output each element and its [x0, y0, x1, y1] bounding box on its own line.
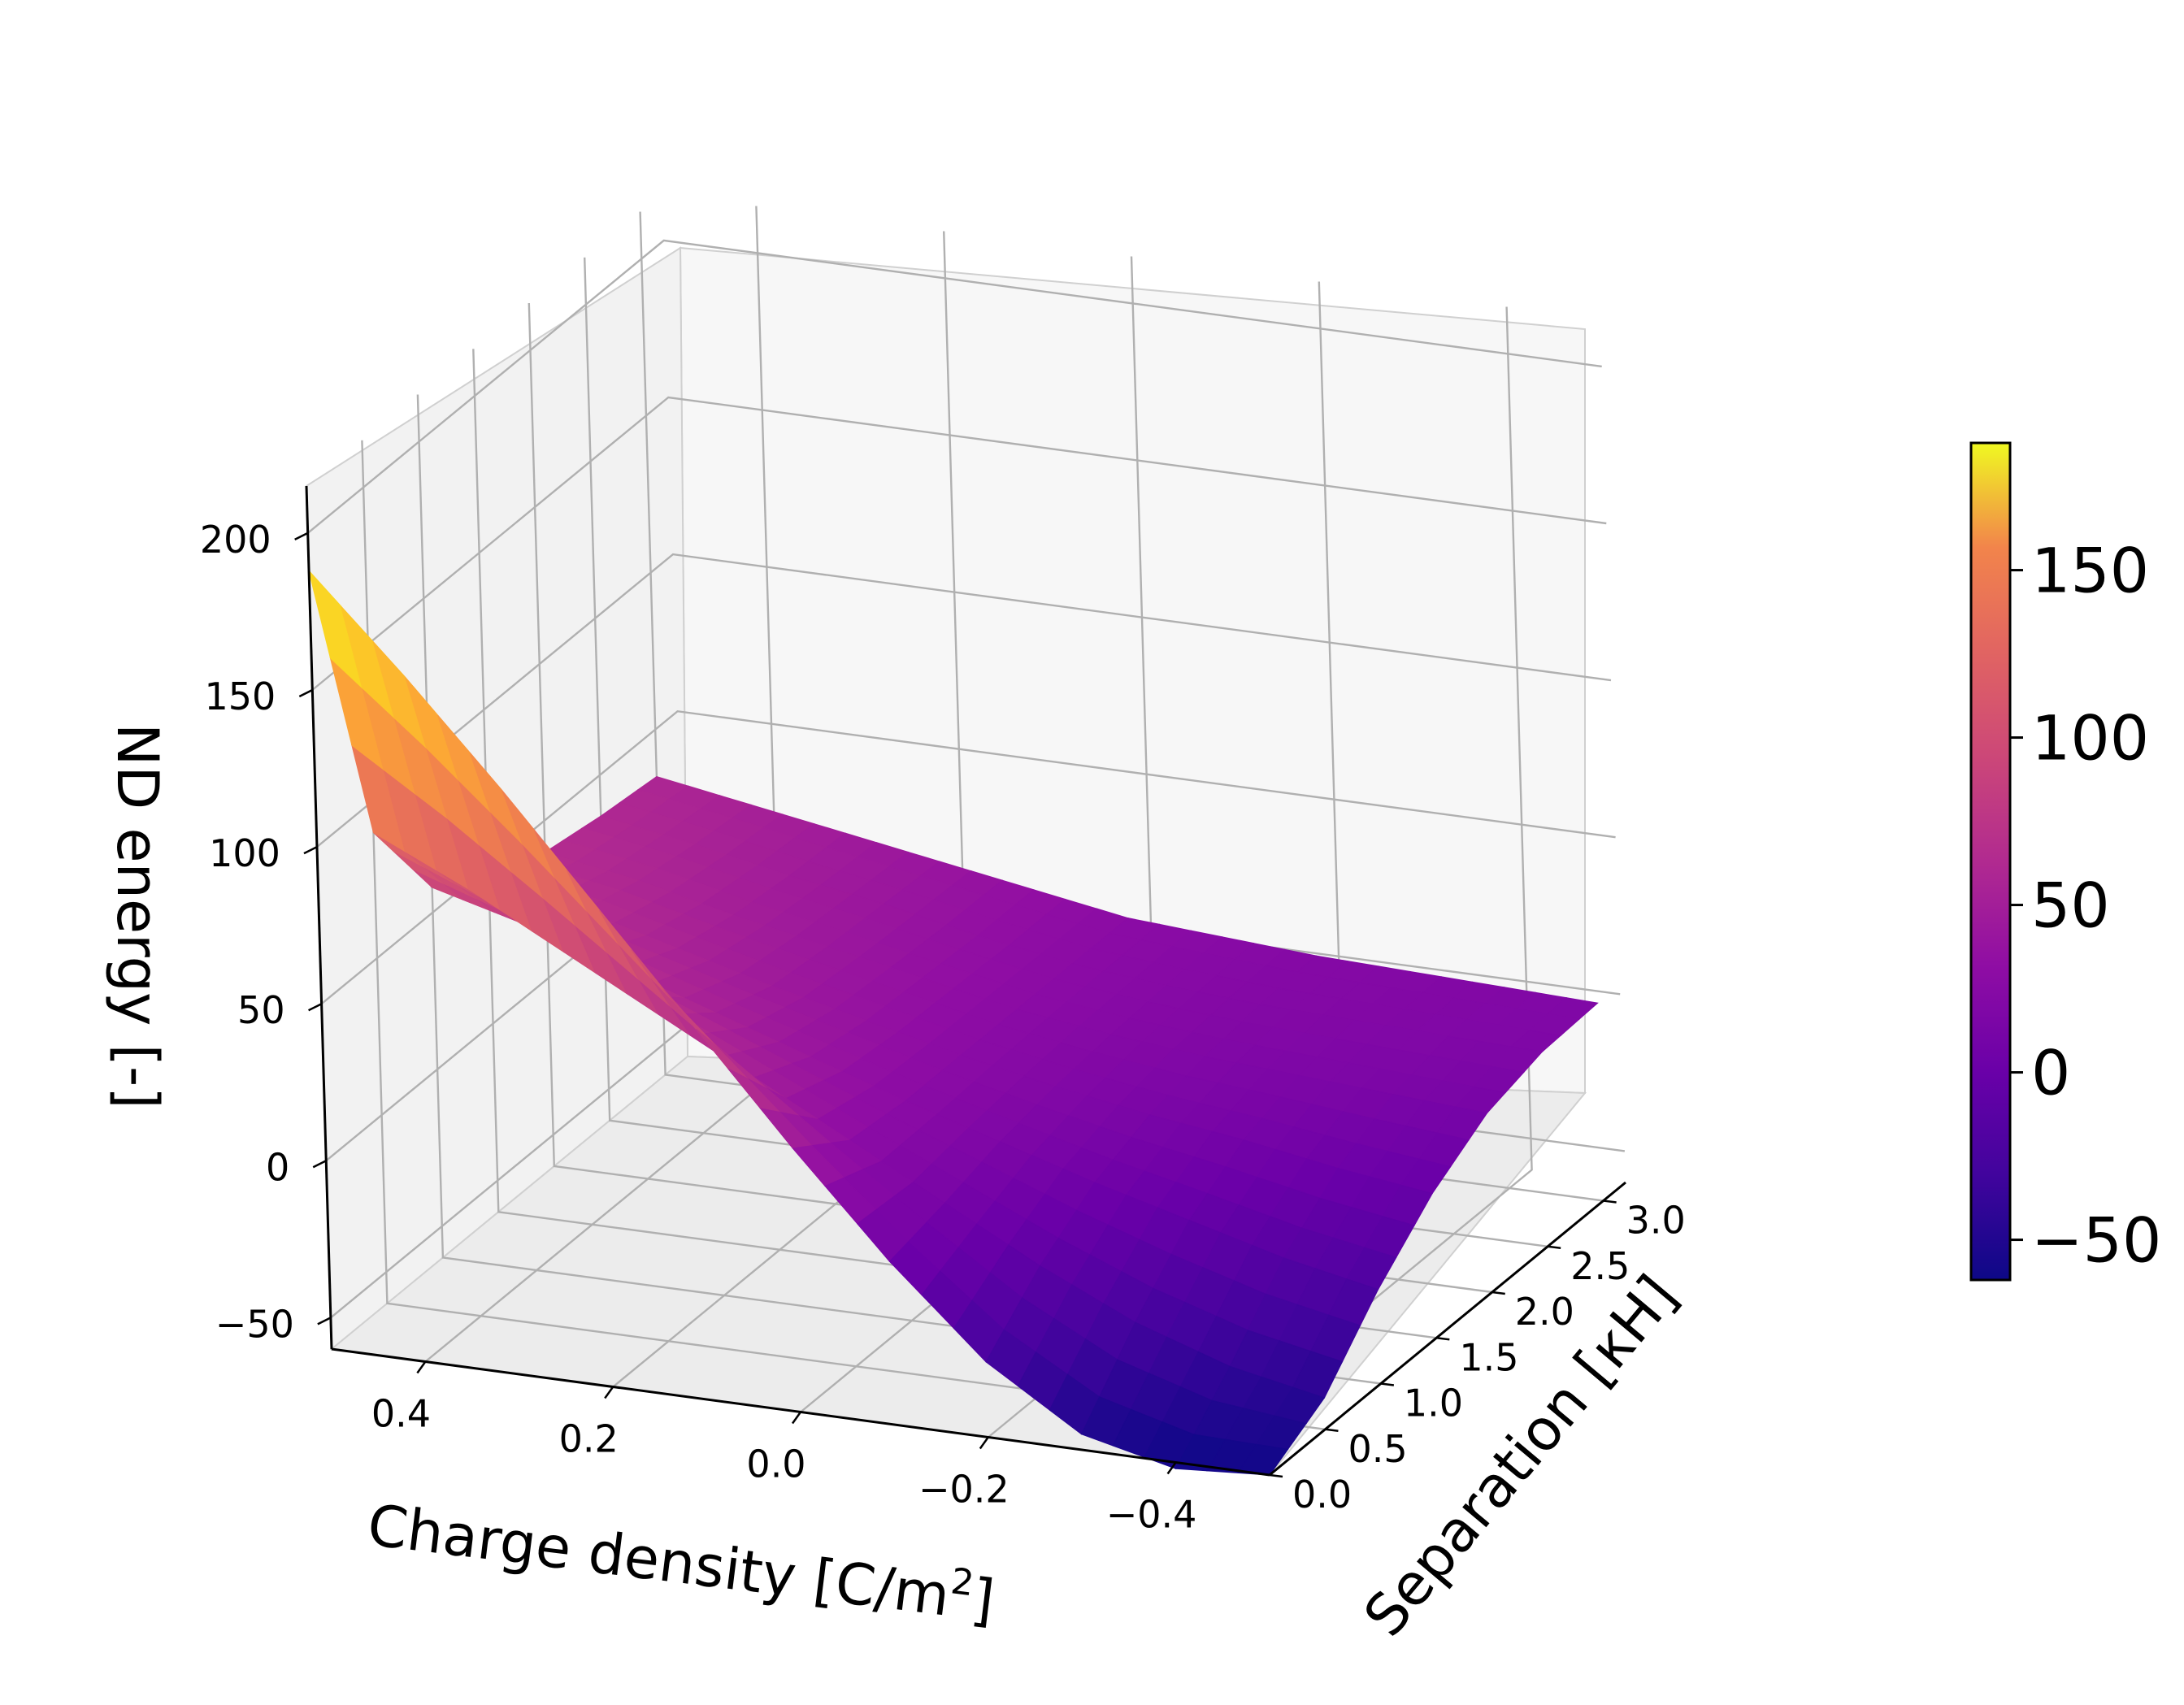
gridline-z	[306, 239, 1602, 534]
x-axis-label: Charge density [C/m2]	[364, 1490, 998, 1635]
x-tick-mark	[1166, 1461, 1177, 1475]
x-tick-mark	[979, 1436, 989, 1450]
colorbar-tick-label: 100	[2031, 702, 2149, 774]
z-axis-label: ND energy [-]	[104, 723, 171, 1109]
y-tick-mark	[1436, 1337, 1450, 1341]
y-tick-label: 2.0	[1515, 1290, 1574, 1334]
x-tick-mark	[416, 1360, 427, 1374]
x-tick-mark	[604, 1386, 614, 1399]
y-tick-mark	[1491, 1291, 1505, 1295]
z-tick-mark	[294, 531, 309, 541]
gridline-z	[311, 396, 1607, 691]
x-axis-label-sup: 2	[949, 1560, 976, 1604]
colorbar	[1969, 441, 2012, 1282]
y-tick-mark	[1325, 1428, 1339, 1432]
colorbar-tick-label: 50	[2031, 870, 2110, 942]
x-tick-label: −0.2	[918, 1468, 1010, 1512]
y-tick-label: 0.0	[1292, 1473, 1352, 1516]
z-axis-line	[305, 485, 333, 1350]
tick-labels: 0.40.20.0−0.2−0.4 0.00.51.01.52.02.53.0−5…	[200, 518, 1686, 1537]
y-tick-mark	[1548, 1245, 1561, 1249]
z-tick-mark	[317, 1317, 332, 1325]
z-tick-label: 100	[209, 831, 280, 875]
z-tick-label: 150	[205, 675, 276, 718]
z-tick-mark	[298, 688, 313, 698]
x-tick-mark	[791, 1411, 802, 1425]
x-tick-label: −0.4	[1106, 1493, 1197, 1537]
y-tick-mark	[1603, 1200, 1617, 1204]
y-tick-mark	[1269, 1473, 1283, 1478]
colorbar-tick-label: −50	[2031, 1204, 2161, 1277]
energy-surface	[308, 570, 1599, 1476]
y-tick-label: 3.0	[1626, 1199, 1686, 1243]
colorbar-tick-label: 0	[2031, 1037, 2070, 1109]
z-tick-label: −50	[215, 1302, 294, 1346]
x-axis-label-main: Charge density [C/m	[364, 1491, 953, 1629]
z-tick-label: 200	[200, 518, 271, 562]
y-tick-label: 2.5	[1570, 1244, 1630, 1288]
colorbar-tick-label: 150	[2031, 535, 2149, 607]
z-tick-mark	[303, 845, 318, 855]
y-tick-mark	[1380, 1382, 1395, 1386]
z-tick-mark	[312, 1160, 327, 1169]
z-tick-label: 0	[266, 1145, 289, 1189]
colorbar-ticks: −50 0 50 100 150	[2010, 535, 2161, 1277]
x-tick-label: 0.4	[371, 1392, 431, 1436]
z-tick-label: 50	[237, 988, 285, 1032]
y-tick-label: 1.0	[1404, 1382, 1463, 1425]
x-tick-label: 0.0	[746, 1443, 805, 1486]
y-tick-label: 0.5	[1348, 1427, 1407, 1471]
x-tick-label: 0.2	[559, 1417, 619, 1461]
gridline-z	[320, 709, 1616, 1005]
y-axis-line	[1269, 1181, 1626, 1477]
y-tick-label: 1.5	[1459, 1335, 1518, 1379]
z-tick-mark	[308, 1003, 323, 1012]
